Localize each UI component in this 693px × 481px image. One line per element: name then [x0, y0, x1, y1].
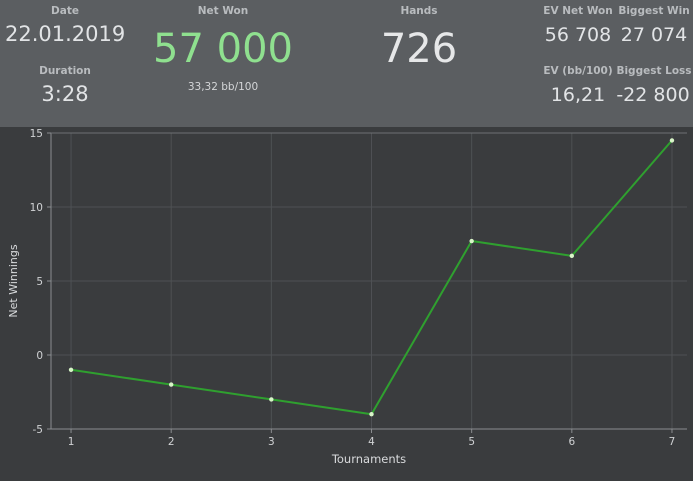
- x-tick-label: 6: [568, 436, 575, 448]
- biggest-loss-value: -22 800: [616, 84, 690, 106]
- net-won-label: Net Won: [197, 5, 249, 17]
- ev-net-won-label: EV Net Won: [543, 5, 613, 17]
- data-point: [269, 397, 274, 402]
- data-point: [168, 382, 174, 387]
- biggest-win-value: 27 074: [620, 24, 688, 46]
- ev-bb100-label: EV (bb/100): [543, 65, 613, 77]
- net-winnings-chart-area: 1 2 3 4 5 6 7 -5 0 5 10 15 Tournaments Net Winnings: [0, 127, 693, 477]
- duration-label: Duration: [39, 65, 91, 77]
- y-tick-label: 15: [30, 128, 43, 140]
- plot-background: [0, 127, 693, 477]
- hands-value: 726: [380, 26, 458, 72]
- data-point: [469, 238, 474, 244]
- net-winnings-chart: 1 2 3 4 5 6 7 -5 0 5 10 15 Tournaments Net Winnings: [0, 127, 693, 477]
- x-tick-label: 1: [68, 436, 75, 448]
- x-tick-label: 5: [468, 436, 475, 448]
- tick-labels: 1 2 3 4 5 6 7 -5 0 5 10 15: [30, 128, 676, 448]
- data-point: [569, 253, 575, 259]
- biggest-loss-label: Biggest Loss: [616, 65, 692, 77]
- data-point: [68, 367, 74, 372]
- axes: [47, 132, 687, 433]
- y-tick-label: 5: [36, 276, 43, 288]
- y-axis-label: Net Winnings: [7, 244, 20, 317]
- x-tick-label: 4: [368, 436, 375, 448]
- date-label: Date: [51, 5, 79, 17]
- x-tick-label: 2: [168, 436, 175, 448]
- stats-header: Date 22.01.2019 Duration 3:28 Net Won 57…: [0, 0, 693, 127]
- net-won-value: 57 000: [153, 26, 293, 72]
- series-group: [68, 138, 675, 417]
- y-tick-label: -5: [33, 424, 43, 436]
- hands-label: Hands: [400, 5, 438, 17]
- ev-bb100-value: 16,21: [550, 84, 606, 106]
- data-point: [369, 412, 374, 417]
- x-tick-label: 3: [268, 436, 275, 448]
- biggest-win-label: Biggest Win: [618, 5, 690, 17]
- ev-net-won-value: 56 708: [544, 24, 612, 46]
- x-axis-label: Tournaments: [331, 452, 406, 466]
- y-tick-label: 0: [36, 350, 43, 362]
- data-point: [669, 138, 675, 143]
- duration-value: 3:28: [41, 82, 89, 106]
- net-won-bb100: 33,32 bb/100: [187, 81, 259, 93]
- x-tick-label: 7: [669, 436, 676, 448]
- y-tick-label: 10: [30, 202, 43, 214]
- date-value: 22.01.2019: [5, 22, 126, 46]
